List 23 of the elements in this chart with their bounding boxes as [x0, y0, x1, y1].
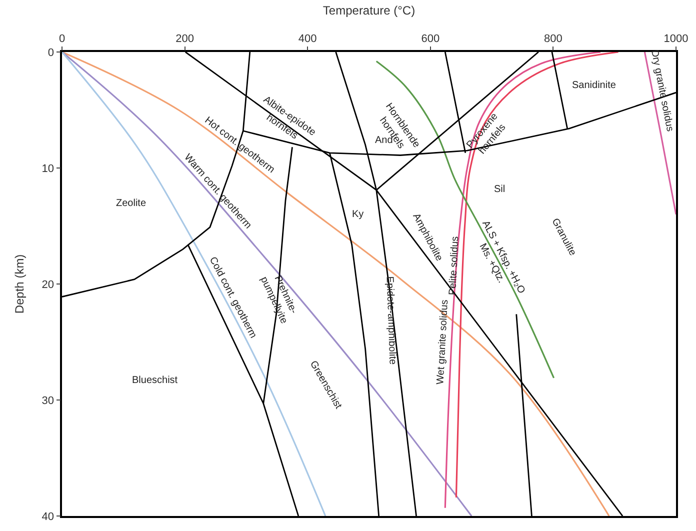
x-tick-label: 1000: [664, 32, 688, 45]
x-tick-label: 400: [298, 32, 317, 45]
y-tick-label: 30: [42, 394, 54, 407]
annotation: Ky: [352, 209, 364, 220]
y-tick-label: 0: [48, 46, 54, 59]
annotation: Zeolite: [116, 198, 146, 209]
y-axis-title: Depth (km): [12, 254, 27, 314]
text: ALS + Kfsp. +H₂O Ms. +Qtz.: [476, 219, 527, 296]
y-tick-label: 10: [42, 162, 54, 175]
x-tick-label: 200: [176, 32, 194, 45]
text: Wet granite solidus: [435, 299, 451, 385]
y-tick-label: 40: [42, 510, 54, 523]
annotation: Sil: [494, 184, 506, 195]
x-tick-label: 800: [544, 32, 562, 45]
annotation: Blueschist: [132, 375, 178, 386]
x-tick-label: 600: [421, 32, 440, 45]
text: Pelite solidus: [448, 236, 462, 296]
annotation: Sanidinite: [572, 80, 616, 91]
y-tick-label: 20: [42, 278, 54, 291]
text: Dry granite solidus: [648, 49, 676, 132]
x-axis-title: Temperature (°C): [322, 4, 416, 18]
annotation: Epidote-amphibolite: [384, 276, 398, 366]
x-tick-label: 0: [58, 32, 66, 45]
